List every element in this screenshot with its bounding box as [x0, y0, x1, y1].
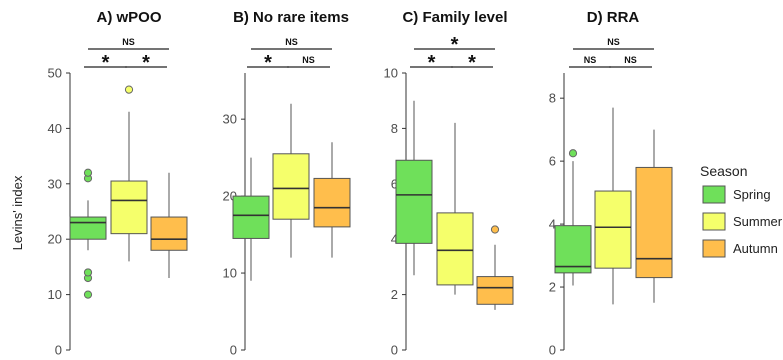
- significance-label: *: [451, 34, 459, 56]
- iqr-box: [635, 166, 673, 279]
- box-spring: [232, 157, 270, 281]
- iqr-box: [150, 216, 188, 251]
- panel-wpoo: A) wPOO 0 10 20 30 40 50 NS * *: [48, 9, 188, 358]
- panel-title: B) No rare items: [233, 9, 349, 26]
- y-tick-label: 20: [48, 232, 62, 247]
- legend-label-autumn: Autumn: [733, 241, 778, 256]
- outlier-point: [490, 225, 500, 234]
- panel-rra: D) RRA 0 2 4 6 8 NS NS NS: [549, 9, 673, 358]
- legend-label-spring: Spring: [733, 187, 771, 202]
- legend-swatch-spring: [702, 185, 726, 204]
- panel-title: D) RRA: [587, 9, 640, 26]
- box-summer: [272, 103, 310, 258]
- iqr-box: [476, 276, 514, 305]
- box-summer: [594, 107, 632, 305]
- y-tick-label: 6: [391, 176, 398, 191]
- y-tick-label: 4: [549, 217, 556, 232]
- box-summer: [110, 85, 148, 262]
- significance-label: NS: [624, 55, 637, 65]
- iqr-box: [272, 153, 310, 220]
- y-tick-label: 0: [55, 343, 62, 358]
- legend-swatch-autumn: [702, 239, 726, 258]
- box-autumn: [635, 129, 673, 303]
- box-autumn: [313, 142, 351, 258]
- y-tick-label: 30: [223, 112, 237, 127]
- significance-label: *: [264, 52, 272, 74]
- y-axis-label: Levins' index: [10, 175, 25, 250]
- box-autumn: [476, 225, 514, 310]
- y-tick-label: 2: [549, 280, 556, 295]
- y-tick-label: 0: [391, 343, 398, 358]
- significance-label: *: [142, 52, 150, 74]
- y-tick-label: 6: [549, 154, 556, 169]
- significance-label: NS: [122, 37, 135, 47]
- significance-label: *: [428, 52, 436, 74]
- iqr-box: [395, 159, 433, 244]
- outlier-point: [568, 149, 578, 158]
- box-autumn: [150, 172, 188, 278]
- legend-title: Season: [700, 163, 747, 179]
- iqr-box: [232, 195, 270, 239]
- significance-label: NS: [302, 55, 315, 65]
- outlier-point: [83, 268, 93, 277]
- y-tick-label: 40: [48, 121, 62, 136]
- box-spring: [554, 149, 592, 286]
- outlier-point: [124, 85, 134, 94]
- iqr-box: [594, 190, 632, 269]
- y-tick-label: 8: [549, 91, 556, 106]
- significance-label: NS: [285, 37, 298, 47]
- significance-label: NS: [607, 37, 620, 47]
- y-tick-label: 30: [48, 176, 62, 191]
- y-tick-label: 0: [549, 343, 556, 358]
- y-tick-label: 2: [391, 287, 398, 302]
- y-tick-label: 8: [391, 121, 398, 136]
- y-tick-label: 10: [384, 66, 398, 81]
- box-spring: [69, 168, 107, 299]
- iqr-box: [110, 180, 148, 235]
- box-spring: [395, 100, 433, 276]
- panel-title: A) wPOO: [96, 9, 161, 26]
- legend: Season Spring Summer Autumn: [700, 163, 783, 258]
- iqr-box: [436, 212, 474, 286]
- iqr-box: [313, 177, 351, 228]
- significance-label: *: [468, 52, 476, 74]
- iqr-box: [554, 225, 592, 274]
- significance-label: NS: [584, 55, 597, 65]
- iqr-box: [69, 216, 107, 240]
- y-tick-label: 50: [48, 66, 62, 81]
- y-tick-label: 10: [223, 266, 237, 281]
- legend-label-summer: Summer: [733, 214, 783, 229]
- outlier-point: [83, 290, 93, 299]
- significance-label: *: [102, 52, 110, 74]
- outlier-point: [83, 168, 93, 177]
- legend-swatch-summer: [702, 212, 726, 231]
- panel-family-level: C) Family level 0 2 4 6 8 10 * * *: [384, 9, 514, 358]
- box-summer: [436, 122, 474, 295]
- y-tick-label: 0: [230, 343, 237, 358]
- y-tick-label: 4: [391, 232, 398, 247]
- panel-title: C) Family level: [402, 9, 507, 26]
- y-tick-label: 10: [48, 287, 62, 302]
